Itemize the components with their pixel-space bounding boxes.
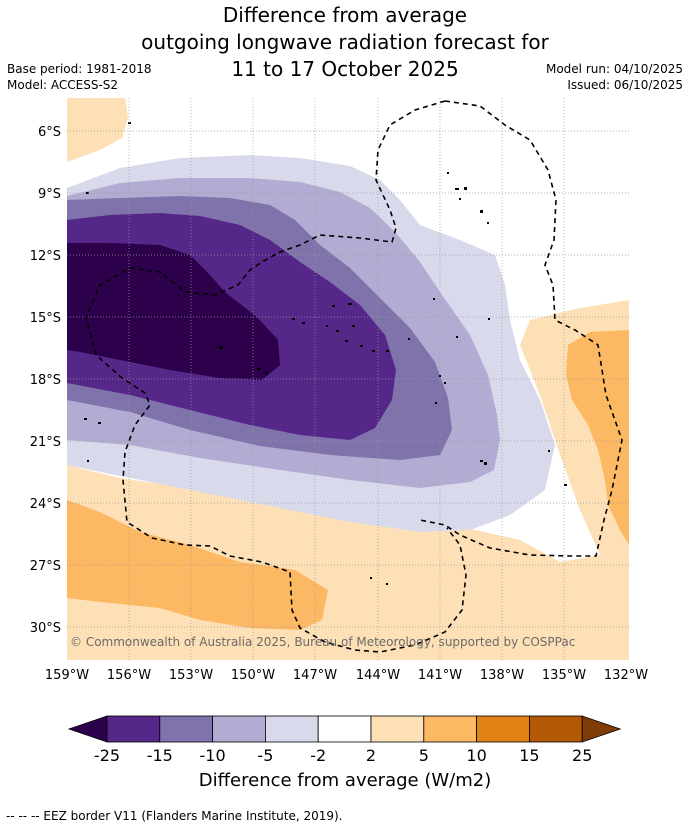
issued-date: Issued: 06/10/2025 (567, 78, 683, 92)
lon-label-153w: 153°W (169, 668, 213, 683)
lat-label-30s: 30°S (30, 621, 61, 636)
colorbar-tick-3: -5 (257, 746, 273, 765)
eez-footnote: -- -- -- EEZ border V11 (Flanders Marine… (6, 809, 343, 823)
map-plot-area: © Commonwealth of Australia 2025, Bureau… (67, 98, 629, 660)
colorbar-bin-3 (264, 715, 319, 743)
contour-positive-2-5-northwest (67, 98, 128, 162)
lat-label-12s: 12°S (30, 249, 61, 264)
lon-labels: 159°W 156°W 153°W 150°W 147°W 144°W 141°… (45, 668, 648, 683)
colorbar-bin-0 (106, 715, 161, 743)
lon-label-156w: 156°W (107, 668, 151, 683)
colorbar-bin-6 (423, 715, 477, 743)
colorbar-tick-4: -2 (310, 746, 326, 765)
colorbar-tick-8: 15 (519, 746, 539, 765)
title-line-3: 11 to 17 October 2025 (231, 57, 459, 81)
lon-label-144w: 144°W (356, 668, 400, 683)
colorbar-tick-6: 5 (419, 746, 429, 765)
colorbar-tick-9: 25 (572, 746, 592, 765)
model-run: Model run: 04/10/2025 (545, 62, 683, 76)
lat-label-15s: 15°S (30, 311, 61, 326)
lat-label-24s: 24°S (30, 497, 61, 512)
colorbar-tick-7: 10 (466, 746, 486, 765)
colorbar-bin-2 (212, 715, 266, 743)
colorbar-tick-2: -10 (200, 746, 226, 765)
lon-label-159w: 159°W (45, 668, 89, 683)
lon-label-150w: 150°W (231, 668, 275, 683)
lat-labels: 6°S 9°S 12°S 15°S 18°S 21°S 24°S 27°S 30… (30, 125, 61, 636)
lat-label-6s: 6°S (38, 125, 61, 140)
colorbar-tick-5: 2 (366, 746, 376, 765)
title-line-2: outgoing longwave radiation forecast for (141, 30, 549, 54)
contour-negative-below-25 (67, 243, 280, 380)
colorbar-bin-8 (529, 715, 583, 743)
graticule (67, 98, 629, 660)
colorbar-unit-label: Difference from average (W/m2) (198, 770, 492, 791)
colorbar-bin-4 (317, 715, 372, 743)
lon-label-135w: 135°W (542, 668, 586, 683)
island-marks (84, 122, 567, 585)
lon-label-132w: 132°W (604, 668, 648, 683)
colorbar-bin-1 (159, 715, 214, 743)
lat-label-9s: 9°S (38, 187, 61, 202)
lon-label-147w: 147°W (293, 668, 337, 683)
colorbar-extend-high (581, 715, 622, 743)
colorbar-tick-1: -15 (147, 746, 173, 765)
title-line-1: Difference from average (222, 3, 468, 27)
map-title: Difference from average outgoing longwav… (0, 2, 690, 83)
lat-label-21s: 21°S (30, 435, 61, 450)
colorbar-extend-low (67, 715, 108, 743)
meta-right: Model run: 04/10/2025 Issued: 06/10/2025 (546, 61, 683, 93)
colorbar-bin-7 (476, 715, 530, 743)
meta-left: Base period: 1981-2018 Model: ACCESS-S2 (7, 61, 152, 93)
copyright-notice: © Commonwealth of Australia 2025, Bureau… (70, 635, 575, 649)
base-period: Base period: 1981-2018 (7, 62, 152, 76)
lat-label-18s: 18°S (30, 373, 61, 388)
lon-label-138w: 138°W (480, 668, 524, 683)
model-name: Model: ACCESS-S2 (7, 78, 119, 92)
lon-label-141w: 141°W (418, 668, 462, 683)
contour-positive-5-10-south (67, 500, 328, 630)
colorbar: -25 -15 -10 -5 -2 2 5 10 15 25 (67, 715, 622, 765)
colorbar-bin-5 (370, 715, 425, 743)
colorbar-tick-0: -25 (94, 746, 120, 765)
contour-positive-5-10-east (566, 330, 629, 545)
lat-label-27s: 27°S (30, 559, 61, 574)
eez-borders (85, 100, 623, 653)
